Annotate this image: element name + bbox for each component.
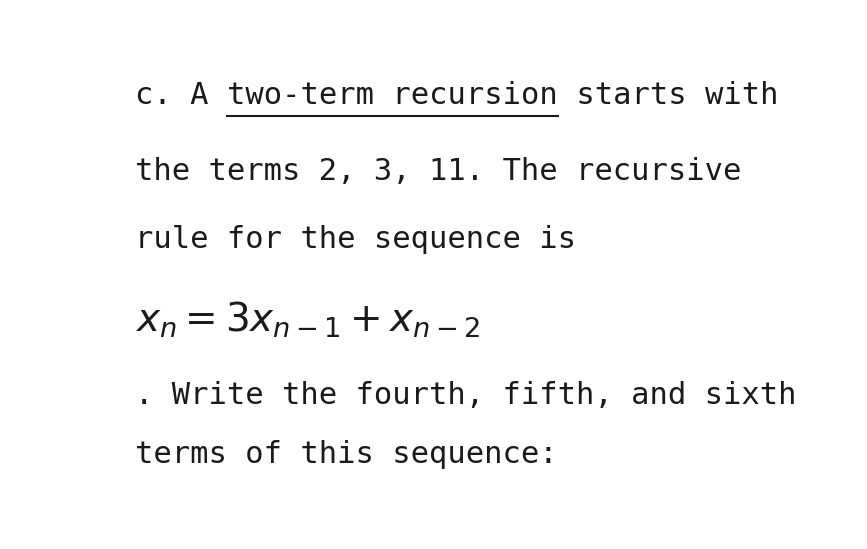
Text: two-term recursion: two-term recursion [227,81,557,110]
Text: rule for the sequence is: rule for the sequence is [135,225,577,254]
Text: . Write the fourth, fifth, and sixth: . Write the fourth, fifth, and sixth [135,381,797,410]
Text: $x_n = 3x_{n-1} + x_{n-2}$: $x_n = 3x_{n-1} + x_{n-2}$ [135,300,480,340]
Text: terms of this sequence:: terms of this sequence: [135,440,557,469]
Text: the terms 2, 3, 11. The recursive: the terms 2, 3, 11. The recursive [135,157,741,186]
Text: c. A: c. A [135,81,227,110]
Text: starts with: starts with [557,81,779,110]
